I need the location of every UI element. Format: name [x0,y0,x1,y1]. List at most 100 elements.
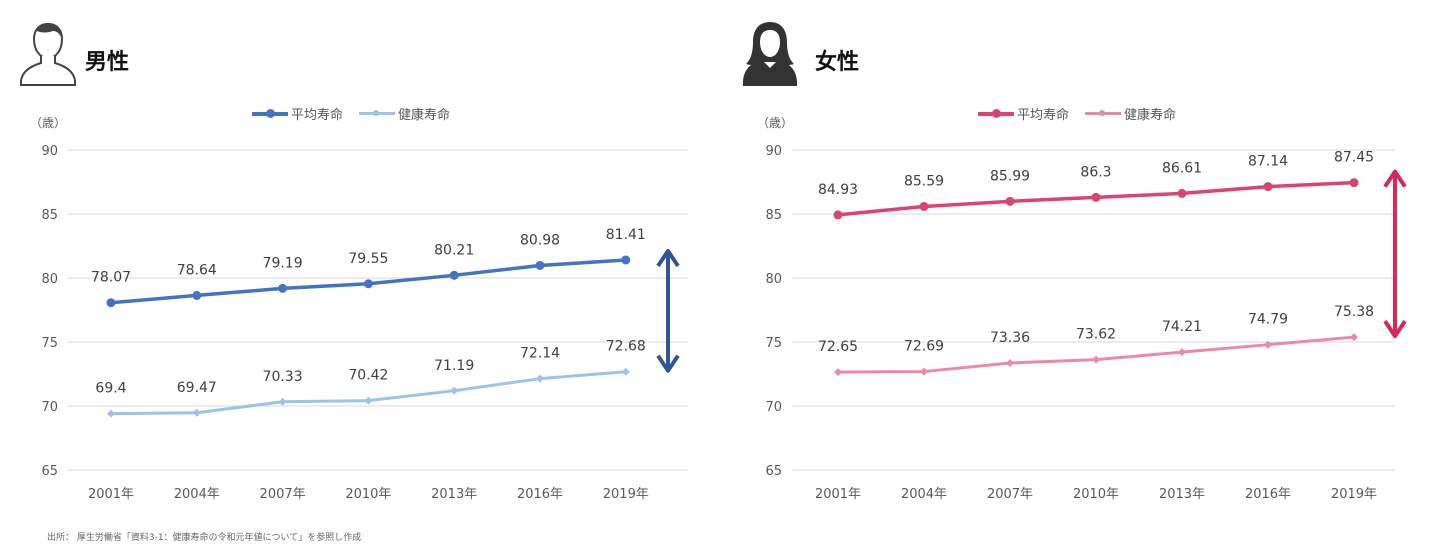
data-point [1264,340,1272,349]
data-label: 74.79 [1248,312,1288,328]
data-label: 72.14 [520,346,560,362]
source-note: 出所： 厚生労働省「資料3-1：健康寿命の令和元年値について」を参照し作成 [47,533,362,543]
legend-label: 平均寿命 [1017,108,1070,123]
data-point [834,368,842,377]
y-axis-unit-male: （歳） [30,116,67,130]
data-point [920,367,928,376]
data-point [621,255,631,265]
legend-label: 健康寿命 [398,108,451,123]
data-label: 80.21 [434,242,474,258]
legend-item-healthy: 健康寿命 [359,104,450,123]
data-point [364,396,373,405]
y-tick-label: 65 [41,464,58,479]
legend-label: 平均寿命 [291,108,344,123]
y-tick-label: 75 [765,336,782,351]
x-tick-label: 2007年 [987,487,1033,502]
legend-label: 健康寿命 [1124,108,1177,123]
x-tick-label: 2013年 [1159,487,1205,502]
data-label: 69.47 [177,380,217,396]
data-point [192,408,201,417]
gap-arrow-head-down [656,354,680,373]
data-label: 85.99 [990,168,1030,184]
female-user-icon [743,22,797,86]
data-label: 74.21 [1162,319,1202,335]
data-label: 80.98 [520,232,560,248]
legend-female: 平均寿命 健康寿命 [978,104,1176,123]
data-label: 78.64 [177,262,217,278]
data-point [1263,182,1273,192]
y-tick-label: 90 [765,144,782,159]
data-point [1178,348,1186,357]
data-point [450,386,459,395]
data-point [106,298,116,308]
x-tick-label: 2007年 [260,487,306,502]
x-tick-label: 2010年 [345,487,391,502]
x-tick-label: 2001年 [815,487,861,502]
data-label: 79.55 [348,251,388,267]
legend-item-average: 平均寿命 [978,104,1069,123]
data-point [449,270,459,280]
data-label: 72.65 [818,339,858,355]
legend-male: 平均寿命 健康寿命 [252,104,450,123]
data-point [1005,196,1015,206]
gap-arrow-head-up [656,248,680,268]
data-point [833,210,843,220]
y-tick-label: 80 [765,272,782,287]
data-point [278,397,287,406]
data-label: 73.62 [1076,327,1116,343]
data-point [1006,358,1014,367]
y-tick-label: 70 [765,400,782,415]
x-tick-label: 2004年 [901,487,947,502]
data-label: 79.19 [263,255,303,271]
data-label: 84.93 [818,182,858,198]
data-label: 81.41 [606,227,646,243]
x-tick-label: 2019年 [1331,487,1377,502]
gap-arrow-head-down [1383,320,1407,339]
data-point [278,283,288,293]
data-point [363,279,373,289]
y-tick-label: 65 [765,464,782,479]
x-tick-label: 2016年 [517,487,563,502]
data-point [1092,355,1100,364]
x-tick-label: 2010年 [1073,487,1119,502]
male-user-icon [20,22,76,86]
y-tick-label: 75 [41,336,58,351]
data-label: 70.33 [263,369,303,385]
data-point [107,409,115,418]
data-label: 78.07 [91,270,131,286]
legend-item-average: 平均寿命 [252,104,343,123]
data-label: 70.42 [348,368,388,384]
y-axis-unit-female: （歳） [757,116,794,130]
data-point [1349,178,1359,188]
legend-item-healthy: 健康寿命 [1085,104,1176,123]
x-tick-label: 2013年 [431,487,477,502]
data-label: 87.14 [1248,154,1288,170]
data-label: 73.36 [990,330,1030,346]
data-point [1177,188,1187,198]
data-label: 86.3 [1080,164,1111,180]
data-label: 75.38 [1334,304,1374,320]
y-tick-label: 70 [41,400,58,415]
gap-arrow-head-up [1383,169,1407,188]
data-label: 69.4 [95,381,126,397]
data-label: 86.61 [1162,160,1202,176]
x-tick-label: 2016年 [1245,487,1291,502]
y-tick-label: 80 [41,272,58,287]
data-point [536,374,544,383]
data-point [192,290,202,300]
data-point [919,201,929,211]
data-label: 71.19 [434,358,474,374]
panel-title-female: 女性 [815,50,860,75]
y-tick-label: 90 [41,144,58,159]
data-label: 72.68 [606,339,646,355]
data-point [1350,333,1358,342]
data-point [1091,192,1101,202]
data-label: 85.59 [904,173,944,189]
x-tick-label: 2019年 [603,487,649,502]
data-point [535,260,545,270]
x-tick-label: 2004年 [174,487,220,502]
x-tick-label: 2001年 [88,487,134,502]
panel-title-male: 男性 [85,50,130,75]
y-tick-label: 85 [41,208,58,223]
